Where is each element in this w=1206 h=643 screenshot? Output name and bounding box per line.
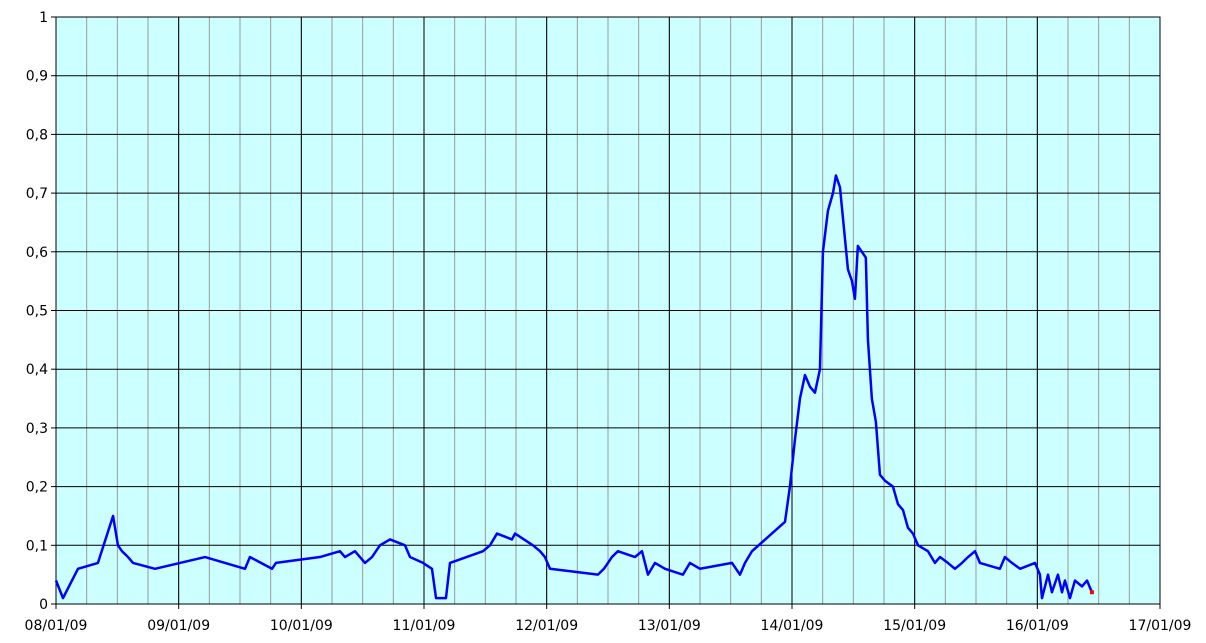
y-tick-label: 0,9 [26, 69, 48, 85]
y-tick-label: 0,1 [26, 538, 48, 554]
y-tick-label: 0,3 [26, 421, 48, 437]
y-tick-label: 0,7 [26, 186, 48, 202]
x-tick-label: 11/01/09 [393, 618, 456, 634]
y-tick-label: 0,2 [26, 480, 48, 496]
y-tick-label: 0,8 [26, 127, 48, 143]
x-tick-label: 16/01/09 [1006, 618, 1069, 634]
data-line [54, 174, 1094, 600]
x-tick-label: 08/01/09 [25, 618, 88, 634]
y-tick-label: 0,6 [26, 245, 48, 261]
x-tick-label: 10/01/09 [270, 618, 333, 634]
x-tick-label: 13/01/09 [638, 618, 701, 634]
y-tick-label: 0 [39, 597, 48, 613]
x-tick-label: 12/01/09 [515, 618, 578, 634]
y-tick-label: 0,5 [26, 304, 48, 320]
x-tick-label: 09/01/09 [147, 618, 210, 634]
last-point [1089, 590, 1094, 595]
plot-border [55, 16, 1161, 605]
y-tick-label: 0,4 [26, 362, 48, 378]
x-tick-label: 14/01/09 [761, 618, 824, 634]
x-tick-label: 15/01/09 [883, 618, 946, 634]
x-tick-label: 17/01/09 [1129, 618, 1192, 634]
y-tick-label: 1 [39, 10, 48, 26]
